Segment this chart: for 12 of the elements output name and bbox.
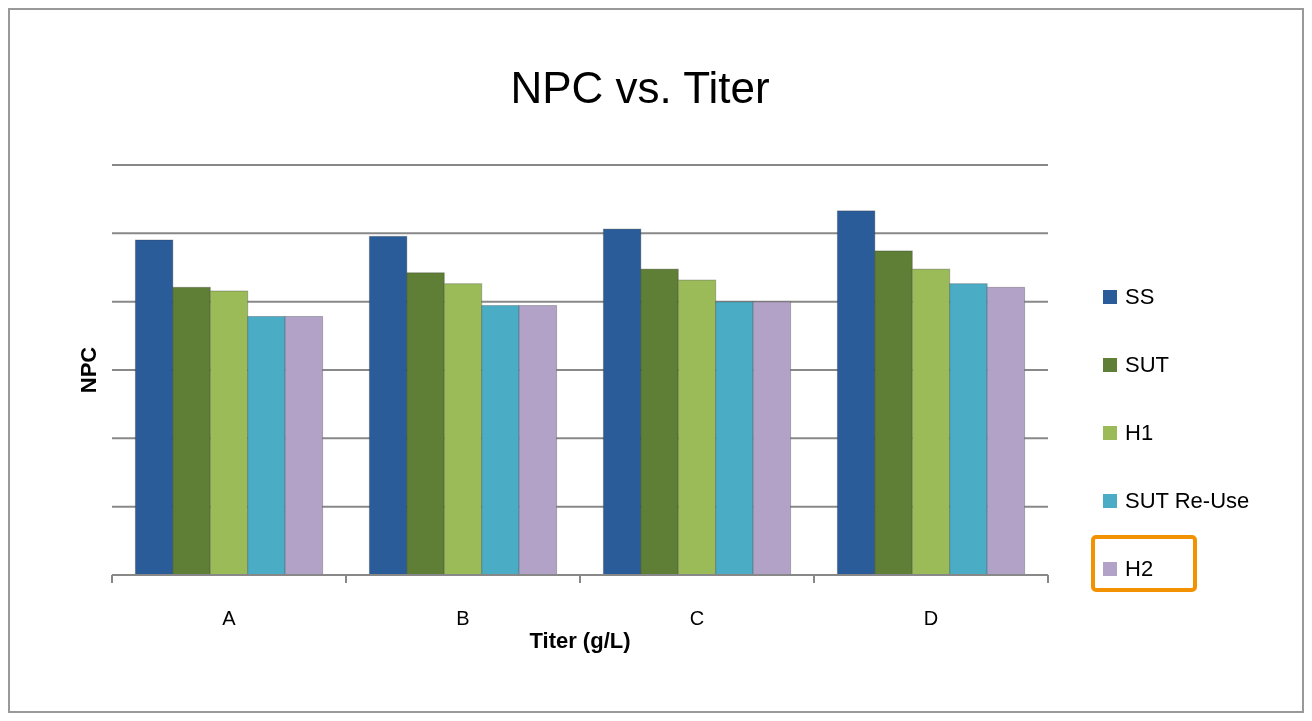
x-tick-label: D [923, 607, 939, 629]
x-tick-label: C [689, 607, 705, 629]
legend-label: H2 [1125, 556, 1154, 581]
legend-label: H1 [1125, 420, 1154, 445]
legend-label: SUT Re-Use [1125, 488, 1250, 513]
x-tick-label: A [222, 607, 237, 629]
legend-label: SS [1125, 284, 1155, 309]
y-axis-title: NPC [76, 346, 101, 394]
chart-title: NPC vs. Titer [510, 63, 770, 112]
legend-label: SUT [1125, 352, 1169, 377]
x-axis-title: Titer (g/L) [529, 628, 631, 653]
x-tick-label: B [456, 607, 470, 629]
